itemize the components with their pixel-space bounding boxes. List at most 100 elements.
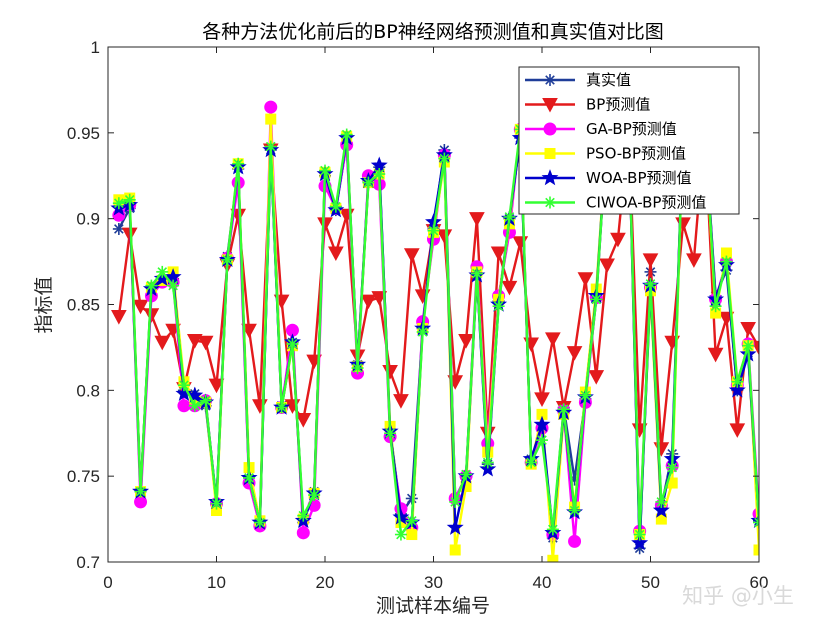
legend-swatch-marker-stroke <box>545 75 555 85</box>
legend-label: 真实值 <box>586 71 631 89</box>
series-2-point <box>154 335 171 351</box>
series-6-point-stroke <box>504 212 515 222</box>
series-6-point <box>405 514 418 527</box>
series-6-point <box>156 265 169 278</box>
series-6-point <box>579 389 592 402</box>
series-6-point-stroke <box>385 428 395 439</box>
series-6-point <box>351 362 364 375</box>
series-6-point <box>655 495 668 508</box>
series-6-point-stroke <box>754 521 759 528</box>
series-2-point <box>686 253 702 268</box>
legend-item-6: CIWOA-BP预测值 <box>525 194 706 212</box>
series-6-point <box>329 200 342 213</box>
series-3-point <box>568 534 582 548</box>
series-6-point-stroke <box>374 169 385 179</box>
x-tick-label: 10 <box>207 573 226 592</box>
series-2-point <box>588 370 605 385</box>
series-6-point <box>753 516 759 529</box>
series-2-point <box>328 246 344 262</box>
series-6-point <box>503 210 516 223</box>
series-6-point-stroke <box>472 268 482 279</box>
series-6-point-stroke <box>396 529 406 540</box>
series-6-point <box>362 176 375 189</box>
series-6-point <box>568 504 581 517</box>
series-6-point-stroke <box>157 267 168 277</box>
series-6-point <box>199 394 212 407</box>
series-2-point <box>545 332 561 347</box>
series-2-point <box>360 294 377 310</box>
series-2-point <box>186 334 203 349</box>
series-6-point-stroke <box>341 129 352 140</box>
series-6-point <box>709 300 722 313</box>
series-6-point <box>297 509 310 522</box>
series-2-point <box>577 272 594 287</box>
legend-label: PSO-BP预测值 <box>586 145 686 163</box>
series-6-point <box>340 128 353 141</box>
series-2-point <box>208 378 225 394</box>
series-5-point <box>392 508 410 525</box>
series-2-point <box>566 346 583 361</box>
series-5-point <box>446 518 464 535</box>
series-2-point <box>490 246 507 262</box>
series-6-point <box>112 197 125 210</box>
series-6-point-stroke <box>548 524 558 535</box>
series-6-point-stroke <box>493 301 504 312</box>
series-6-point-stroke <box>450 497 461 507</box>
series-5-point <box>533 415 551 432</box>
legend-swatch-marker <box>541 169 559 186</box>
series-6-point-stroke <box>417 327 428 337</box>
x-tick-label: 30 <box>424 573 443 592</box>
watermark-text: 知乎 @小生 <box>682 584 794 608</box>
series-6-point-stroke <box>721 256 732 267</box>
series-6-point-stroke <box>363 177 374 188</box>
series-6-point <box>373 168 386 181</box>
series-6-point-stroke <box>331 201 341 212</box>
series-2-point <box>642 253 659 268</box>
series-6-point <box>536 434 548 447</box>
series-2-point <box>197 335 214 351</box>
series-2-point <box>707 347 724 363</box>
series-6-point-stroke <box>352 363 363 373</box>
series-6-point-stroke <box>233 158 244 169</box>
series-3-point <box>177 399 191 413</box>
series-6-point <box>319 164 331 177</box>
series-6-point <box>243 471 256 484</box>
series-6-point-stroke <box>580 390 591 401</box>
y-tick-label: 0.7 <box>76 553 100 572</box>
series-6-point-stroke <box>645 279 656 289</box>
series-6-point-stroke <box>461 469 471 480</box>
legend: 真实值 BP预测值 GA-BP预测值 PSO-BP预测值 WOA-BP预测值 CIWOA-… <box>518 66 740 215</box>
y-tick-label: 0.8 <box>76 381 100 400</box>
series-2-point <box>295 413 312 428</box>
series-3-point <box>264 100 278 114</box>
legend-item-1: 真实值 <box>525 71 631 89</box>
series-6-point <box>470 267 483 280</box>
series-6-point <box>720 255 733 268</box>
y-tick-label: 0.85 <box>67 296 100 315</box>
legend-swatch-marker <box>544 74 556 86</box>
series-2-point <box>729 423 746 438</box>
series-2-point <box>371 291 388 306</box>
series-2-point <box>469 212 485 227</box>
series-4-point <box>406 529 418 541</box>
series-6-point <box>557 403 570 416</box>
series-6-point <box>590 293 603 306</box>
series-6-point-stroke <box>591 294 602 305</box>
series-6-point-stroke <box>255 517 265 528</box>
legend-item-2: BP预测值 <box>525 96 650 114</box>
series-6-point <box>460 468 473 481</box>
legend-label: CIWOA-BP预测值 <box>586 194 706 212</box>
series-6-point-stroke <box>439 153 450 164</box>
legend-box <box>518 66 740 215</box>
series-6-point <box>123 193 136 206</box>
series-1-point-stroke <box>114 224 124 234</box>
series-6-line <box>118 128 759 536</box>
series-6-point-stroke <box>710 301 721 312</box>
series-6-point <box>308 489 321 502</box>
legend-item-3: GA-BP预测值 <box>525 120 677 138</box>
series-5-point <box>175 384 193 401</box>
series-6-point-stroke <box>244 473 254 483</box>
y-tick-label: 0.9 <box>76 210 100 229</box>
